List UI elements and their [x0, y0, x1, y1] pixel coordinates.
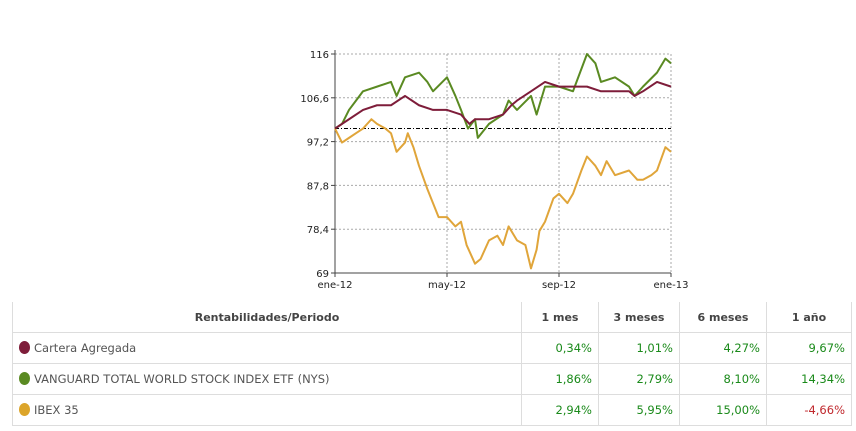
- table-row: IBEX 35 2,94% 5,95% 15,00% -4,66%: [12, 394, 852, 426]
- y-tick-label: 69: [316, 269, 329, 280]
- table-header: Rentabilidades/Periodo 1 mes 3 meses 6 m…: [12, 302, 852, 333]
- header-6m: 6 meses: [679, 302, 767, 333]
- y-tick-label: 116: [310, 50, 329, 61]
- series-dot-icon: [19, 341, 30, 354]
- row-name: VANGUARD TOTAL WORLD STOCK INDEX ETF (NY…: [34, 372, 330, 386]
- y-tick-label: 106,6: [300, 94, 329, 105]
- row-name: IBEX 35: [34, 403, 79, 417]
- series-dot-icon: [19, 372, 30, 385]
- value-3m: 5,95%: [598, 394, 680, 426]
- header-1y: 1 año: [766, 302, 852, 333]
- y-tick-label: 87,8: [307, 181, 329, 192]
- series-line-ibex-35: [334, 118, 672, 270]
- row-name: Cartera Agregada: [34, 341, 137, 355]
- series-line-cartera-agregada: [334, 80, 672, 130]
- x-tick-label: may-12: [428, 280, 466, 291]
- returns-table: Rentabilidades/Periodo 1 mes 3 meses 6 m…: [12, 302, 852, 426]
- value-6m: 4,27%: [679, 332, 767, 364]
- value-1y: 14,34%: [766, 363, 852, 395]
- value-1m: 1,86%: [521, 363, 599, 395]
- value-3m: 1,01%: [598, 332, 680, 364]
- table-row: VANGUARD TOTAL WORLD STOCK INDEX ETF (NY…: [12, 363, 852, 395]
- value-6m: 15,00%: [679, 394, 767, 426]
- value-1y: -4,66%: [766, 394, 852, 426]
- series-line-vanguard-total-world-stock-index-etf-nys-: [334, 53, 672, 139]
- x-tick-label: ene-13: [654, 280, 689, 291]
- header-3m: 3 meses: [598, 302, 680, 333]
- y-tick-label: 97,2: [307, 138, 329, 149]
- value-3m: 2,79%: [598, 363, 680, 395]
- table-row: Cartera Agregada 0,34% 1,01% 4,27% 9,67%: [12, 332, 852, 364]
- value-1m: 0,34%: [521, 332, 599, 364]
- x-tick-label: ene-12: [318, 280, 353, 291]
- x-tick-label: sep-12: [542, 280, 576, 291]
- value-1y: 9,67%: [766, 332, 852, 364]
- y-tick-label: 78,4: [307, 225, 329, 236]
- series-dot-icon: [19, 403, 30, 416]
- header-period: Rentabilidades/Periodo: [12, 302, 522, 333]
- header-1m: 1 mes: [521, 302, 599, 333]
- value-6m: 8,10%: [679, 363, 767, 395]
- value-1m: 2,94%: [521, 394, 599, 426]
